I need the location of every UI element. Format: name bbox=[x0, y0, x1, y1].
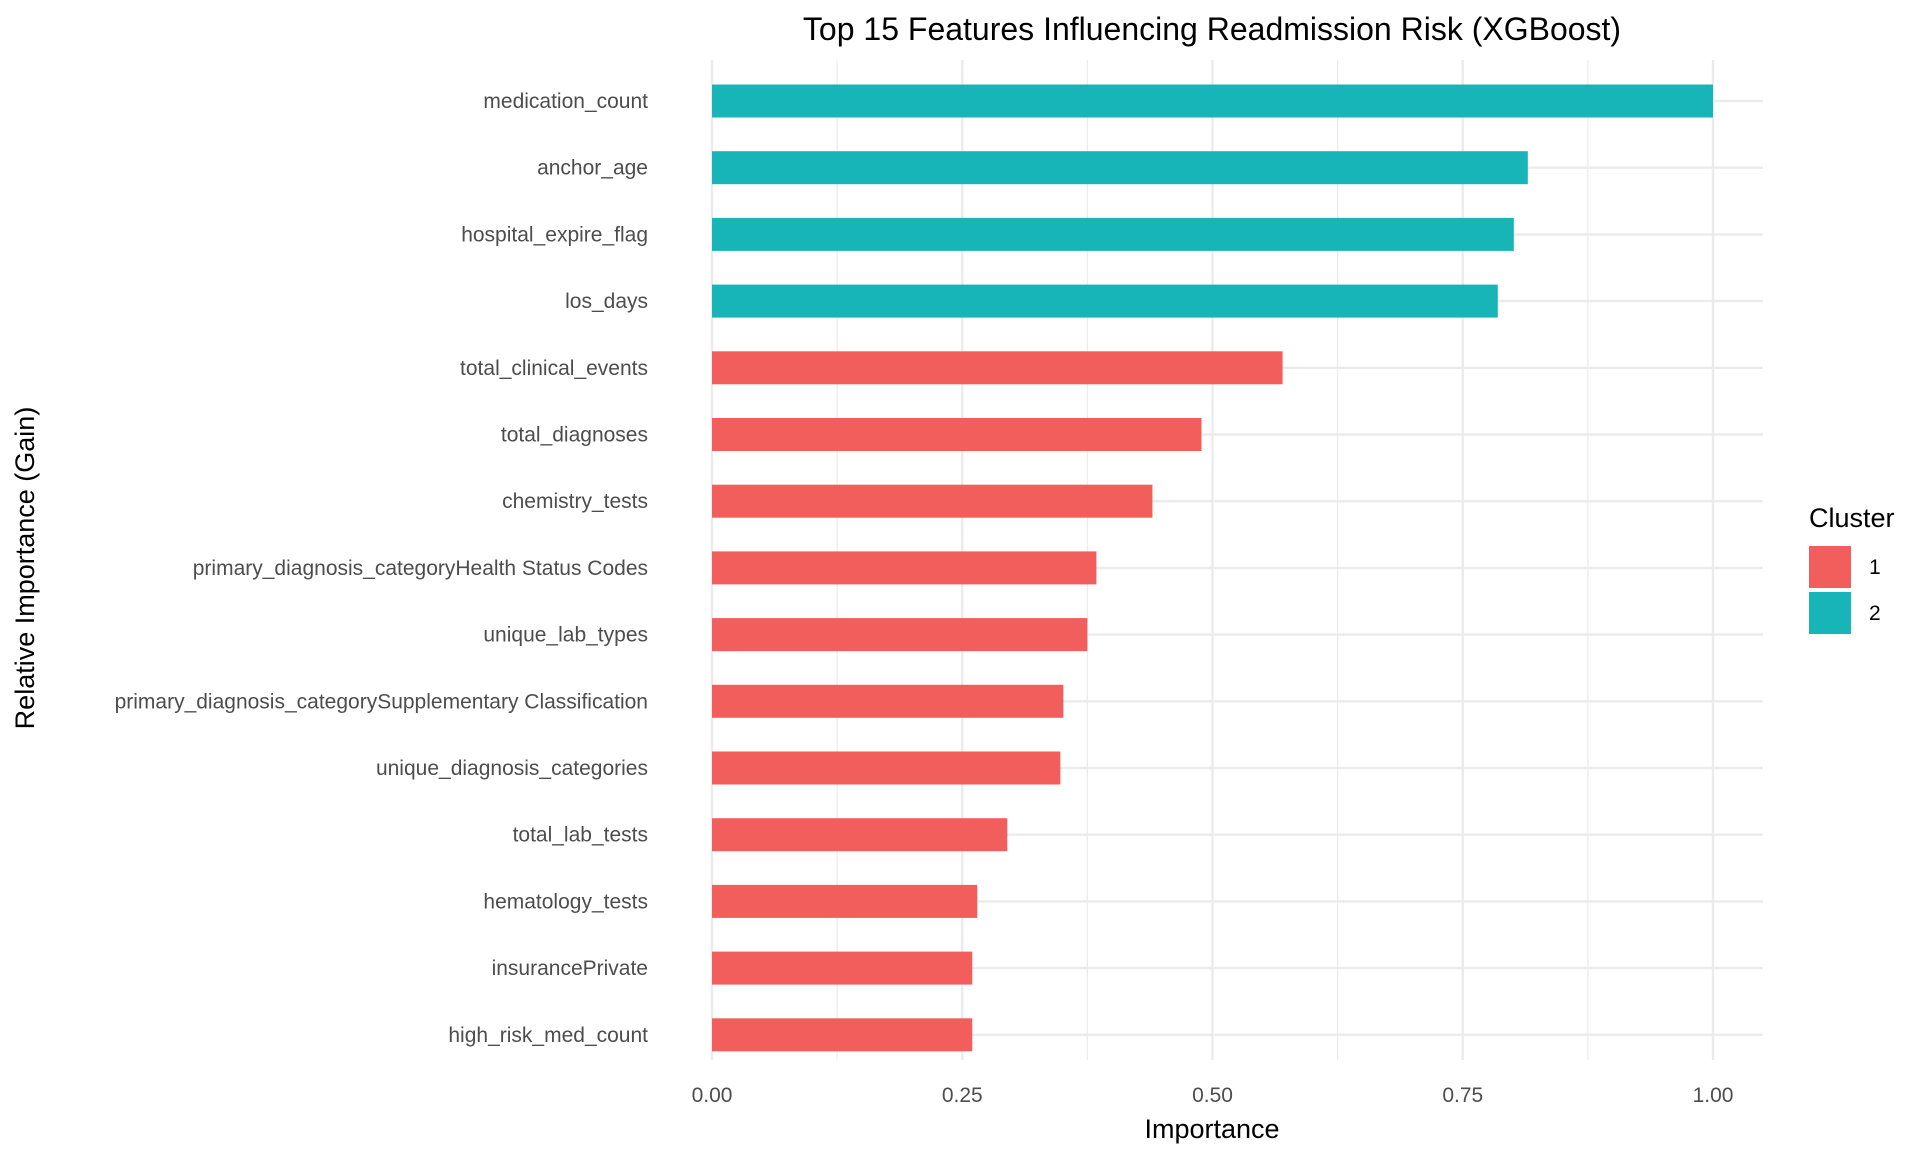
x-tick-label: 0.50 bbox=[1192, 1084, 1233, 1107]
bar bbox=[712, 84, 1713, 118]
bar bbox=[712, 551, 1097, 585]
y-tick-label: hospital_expire_flag bbox=[461, 223, 648, 246]
x-tick-label: 0.00 bbox=[692, 1084, 733, 1107]
legend-key bbox=[1809, 592, 1851, 634]
bar bbox=[712, 217, 1514, 251]
y-tick-label: unique_diagnosis_categories bbox=[376, 757, 648, 780]
y-tick-label: total_clinical_events bbox=[460, 357, 648, 380]
legend-entries: 12 bbox=[1809, 546, 1881, 634]
bar bbox=[712, 1018, 973, 1052]
y-tick-label: unique_lab_types bbox=[483, 624, 648, 647]
legend: Cluster 12 bbox=[1809, 503, 1895, 634]
bar bbox=[712, 751, 1061, 785]
bar bbox=[712, 884, 978, 918]
x-tick-labels: 0.00 0.25 0.50 0.75 1.00 bbox=[692, 1084, 1734, 1107]
bars bbox=[712, 84, 1713, 1052]
y-tick-label: medication_count bbox=[483, 90, 648, 113]
y-tick-label: los_days bbox=[565, 290, 648, 313]
x-tick-label: 1.00 bbox=[1693, 1084, 1734, 1107]
y-tick-label: anchor_age bbox=[537, 157, 648, 180]
x-tick-label: 0.75 bbox=[1442, 1084, 1483, 1107]
bar bbox=[712, 418, 1202, 451]
y-tick-label: insurancePrivate bbox=[492, 957, 648, 980]
y-tick-label: chemistry_tests bbox=[502, 490, 648, 513]
y-tick-label: total_diagnoses bbox=[501, 424, 648, 447]
legend-label: 2 bbox=[1869, 602, 1881, 625]
bar bbox=[712, 151, 1528, 185]
x-tick-label: 0.25 bbox=[942, 1084, 983, 1107]
bar bbox=[712, 618, 1088, 652]
chart-title: Top 15 Features Influencing Readmission … bbox=[803, 11, 1621, 47]
y-axis-title: Relative Importance (Gain) bbox=[10, 407, 40, 730]
y-tick-labels: medication_count anchor_age hospital_expir… bbox=[115, 90, 649, 1047]
bar bbox=[712, 484, 1153, 518]
bar bbox=[712, 351, 1283, 385]
bar bbox=[712, 951, 973, 985]
bar bbox=[712, 284, 1498, 318]
y-tick-label: primary_diagnosis_categorySupplementary … bbox=[115, 690, 648, 713]
bar bbox=[712, 818, 1008, 852]
legend-label: 1 bbox=[1869, 556, 1881, 579]
x-axis-title: Importance bbox=[1144, 1114, 1279, 1144]
y-tick-label: hematology_tests bbox=[483, 890, 648, 913]
y-tick-label: high_risk_med_count bbox=[448, 1024, 648, 1047]
bar bbox=[712, 684, 1064, 718]
legend-title: Cluster bbox=[1809, 503, 1895, 533]
y-tick-label: primary_diagnosis_categoryHealth Status … bbox=[193, 557, 648, 580]
legend-key bbox=[1809, 546, 1851, 588]
y-tick-label: total_lab_tests bbox=[513, 824, 648, 847]
